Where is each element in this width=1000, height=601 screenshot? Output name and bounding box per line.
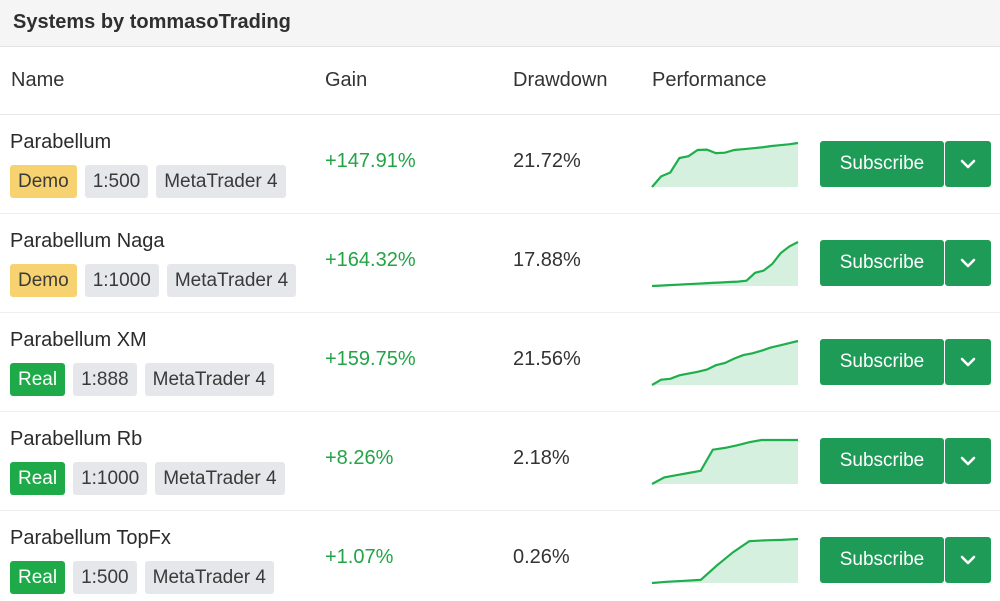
sparkline-fill — [652, 242, 798, 286]
column-header-gain[interactable]: Gain — [325, 69, 368, 91]
subscribe-button[interactable]: Subscribe — [820, 141, 944, 187]
subscribe-button[interactable]: Subscribe — [820, 537, 944, 583]
gain-value: +1.07% — [325, 546, 394, 568]
subscribe-options-button[interactable] — [945, 438, 991, 484]
leverage-badge: 1:500 — [84, 165, 149, 198]
chevron-down-icon — [960, 555, 976, 565]
sparkline-fill — [652, 440, 798, 484]
row-divider — [0, 510, 1000, 511]
leverage-badge: 1:1000 — [84, 264, 159, 297]
chevron-down-icon — [960, 357, 976, 367]
panel-title: Systems by tommasoTrading — [13, 11, 291, 33]
performance-sparkline — [651, 241, 799, 288]
leverage-badge: 1:1000 — [73, 462, 148, 495]
subscribe-button[interactable]: Subscribe — [820, 339, 944, 385]
gain-value: +8.26% — [325, 447, 394, 469]
drawdown-value: 21.56% — [513, 348, 581, 370]
platform-badge: MetaTrader 4 — [155, 462, 285, 495]
panel-header: Systems by tommasoTrading — [0, 0, 1000, 47]
performance-sparkline — [651, 339, 799, 386]
drawdown-value: 17.88% — [513, 249, 581, 271]
subscribe-options-button[interactable] — [945, 339, 991, 385]
subscribe-button[interactable]: Subscribe — [820, 438, 944, 484]
system-name[interactable]: Parabellum Naga — [10, 230, 165, 252]
account-type-badge: Demo — [10, 264, 77, 297]
sparkline-line — [651, 241, 799, 288]
performance-sparkline — [651, 537, 799, 585]
gain-value: +164.32% — [325, 249, 416, 271]
sparkline-line — [651, 339, 799, 386]
system-name[interactable]: Parabellum — [10, 131, 112, 153]
column-header-performance: Performance — [652, 69, 767, 91]
sparkline-line — [651, 141, 799, 188]
sparkline-line — [651, 438, 798, 485]
tag-list: Real 1:1000 MetaTrader 4 — [10, 462, 285, 495]
drawdown-value: 2.18% — [513, 447, 570, 469]
leverage-badge: 1:500 — [73, 561, 137, 594]
system-name[interactable]: Parabellum TopFx — [10, 527, 171, 549]
tag-list: Demo 1:500 MetaTrader 4 — [10, 165, 286, 198]
platform-badge: MetaTrader 4 — [144, 561, 274, 594]
subscribe-options-button[interactable] — [945, 537, 991, 583]
table-row: Parabellum Demo 1:500 MetaTrader 4 +147.… — [0, 115, 1000, 214]
leverage-badge: 1:888 — [73, 363, 137, 396]
header-divider — [0, 114, 1000, 115]
row-divider — [0, 411, 1000, 412]
platform-badge: MetaTrader 4 — [156, 165, 286, 198]
chevron-down-icon — [960, 258, 976, 268]
row-divider — [0, 312, 1000, 313]
chevron-down-icon — [960, 456, 976, 466]
table-row: Parabellum TopFx Real 1:500 MetaTrader 4… — [0, 511, 1000, 601]
column-header-drawdown[interactable]: Drawdown — [513, 69, 608, 91]
subscribe-options-button[interactable] — [945, 240, 991, 286]
performance-sparkline — [651, 438, 798, 485]
drawdown-value: 21.72% — [513, 150, 581, 172]
tag-list: Real 1:500 MetaTrader 4 — [10, 561, 274, 594]
row-divider — [0, 213, 1000, 214]
tag-list: Real 1:888 MetaTrader 4 — [10, 363, 274, 396]
account-type-badge: Real — [10, 561, 66, 594]
platform-badge: MetaTrader 4 — [144, 363, 274, 396]
system-name[interactable]: Parabellum XM — [10, 329, 147, 351]
sparkline-fill — [652, 539, 798, 583]
drawdown-value: 0.26% — [513, 546, 570, 568]
table-row: Parabellum XM Real 1:888 MetaTrader 4 +1… — [0, 313, 1000, 412]
tag-list: Demo 1:1000 MetaTrader 4 — [10, 264, 297, 297]
sparkline-line — [651, 537, 799, 585]
gain-value: +147.91% — [325, 150, 416, 172]
chevron-down-icon — [960, 159, 976, 169]
column-header-name[interactable]: Name — [11, 69, 65, 91]
account-type-badge: Real — [10, 363, 66, 396]
account-type-badge: Demo — [10, 165, 77, 198]
table-row: Parabellum Rb Real 1:1000 MetaTrader 4 +… — [0, 412, 1000, 511]
performance-sparkline — [651, 141, 799, 188]
system-name[interactable]: Parabellum Rb — [10, 428, 143, 450]
table-row: Parabellum Naga Demo 1:1000 MetaTrader 4… — [0, 214, 1000, 313]
account-type-badge: Real — [10, 462, 66, 495]
subscribe-options-button[interactable] — [945, 141, 991, 187]
platform-badge: MetaTrader 4 — [166, 264, 297, 297]
gain-value: +159.75% — [325, 348, 416, 370]
sparkline-fill — [652, 143, 798, 187]
subscribe-button[interactable]: Subscribe — [820, 240, 944, 286]
